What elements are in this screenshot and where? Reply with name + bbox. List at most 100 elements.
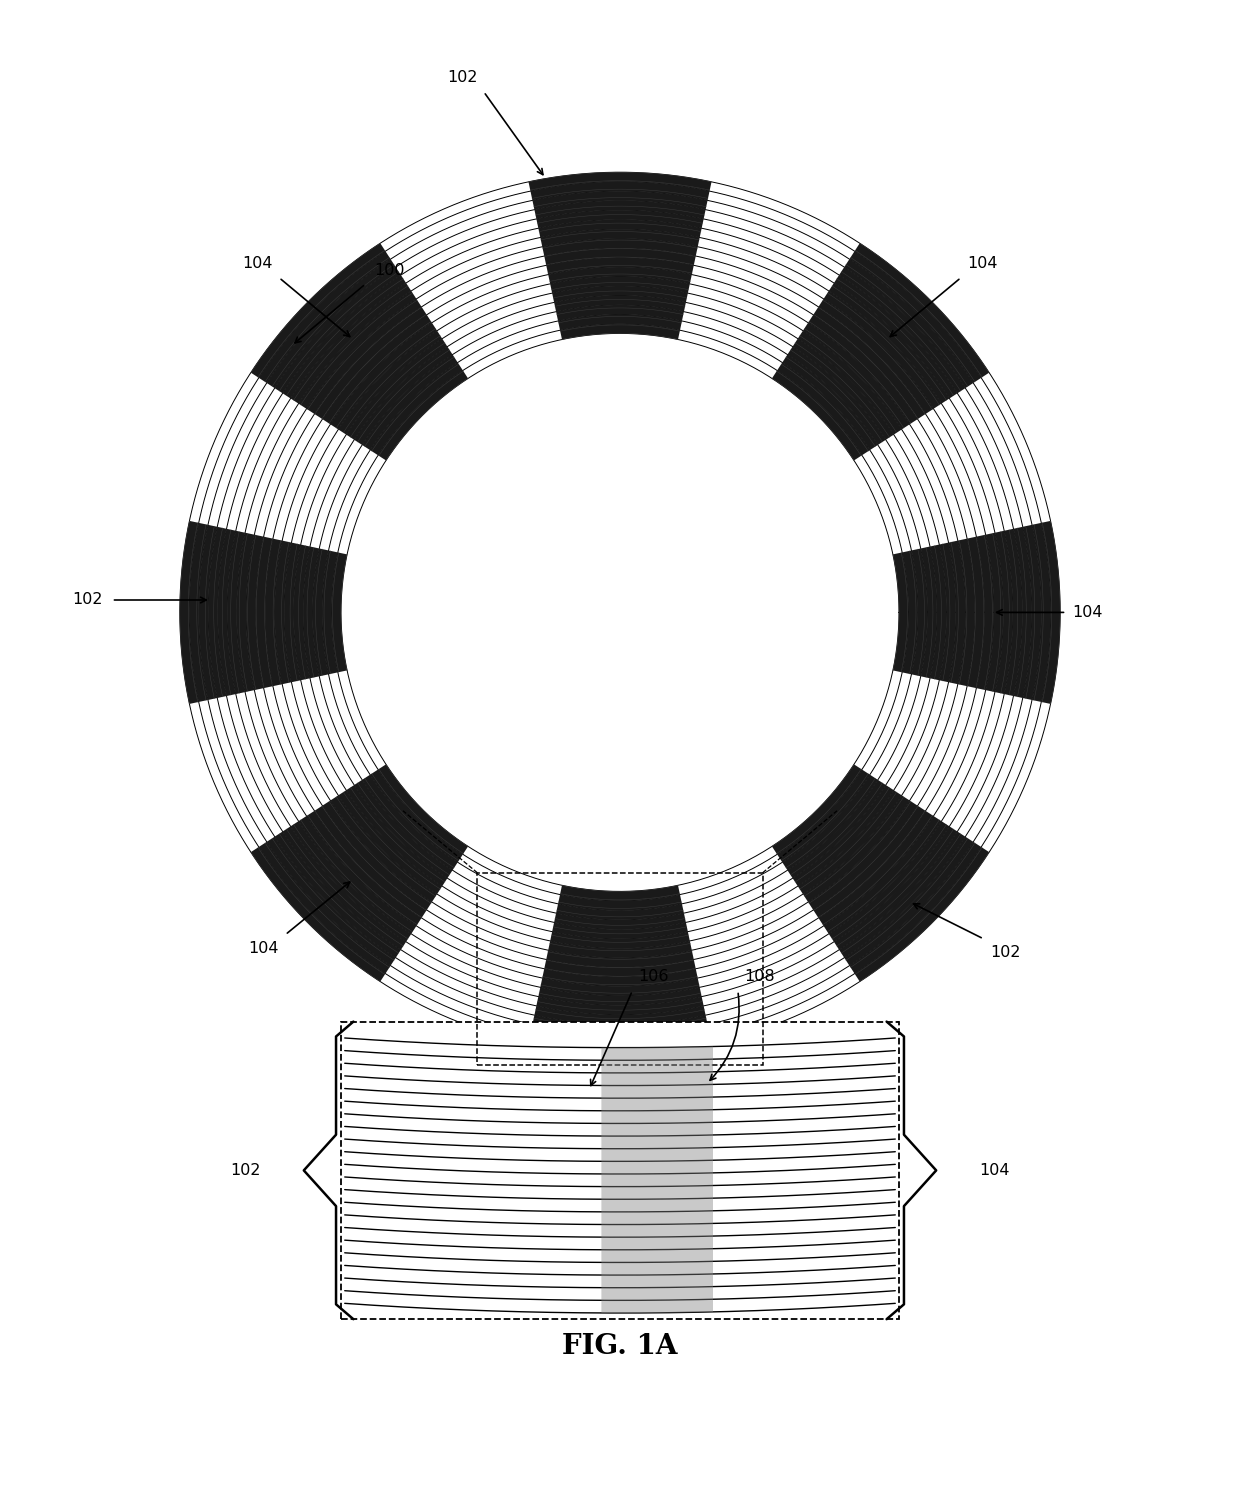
Polygon shape	[823, 815, 941, 933]
Polygon shape	[792, 338, 894, 439]
Polygon shape	[552, 923, 688, 939]
Polygon shape	[259, 841, 391, 974]
Polygon shape	[299, 291, 417, 409]
Text: 104: 104	[1073, 606, 1104, 621]
Polygon shape	[259, 251, 391, 384]
Polygon shape	[601, 1160, 713, 1173]
Polygon shape	[362, 355, 458, 450]
Polygon shape	[818, 299, 934, 414]
Polygon shape	[601, 1136, 713, 1149]
Polygon shape	[534, 1006, 706, 1024]
Polygon shape	[601, 1185, 713, 1199]
Text: 104: 104	[980, 1163, 1011, 1178]
Polygon shape	[558, 894, 682, 911]
Polygon shape	[921, 547, 937, 678]
Polygon shape	[782, 355, 878, 450]
Polygon shape	[560, 885, 680, 901]
Polygon shape	[227, 530, 246, 695]
Polygon shape	[839, 267, 965, 393]
Polygon shape	[601, 1287, 713, 1300]
Polygon shape	[190, 522, 208, 702]
Polygon shape	[551, 276, 689, 293]
Polygon shape	[986, 533, 1003, 692]
Polygon shape	[551, 932, 689, 948]
Text: 102: 102	[990, 945, 1021, 960]
Polygon shape	[306, 299, 422, 414]
Polygon shape	[267, 837, 396, 966]
Polygon shape	[312, 548, 329, 676]
Polygon shape	[531, 1024, 709, 1043]
Polygon shape	[818, 811, 934, 926]
Polygon shape	[355, 779, 453, 879]
Polygon shape	[548, 267, 692, 284]
Polygon shape	[854, 847, 990, 982]
Polygon shape	[180, 521, 198, 704]
Polygon shape	[547, 950, 693, 968]
Polygon shape	[1004, 528, 1022, 696]
Polygon shape	[844, 837, 973, 966]
Polygon shape	[939, 542, 956, 683]
Polygon shape	[782, 775, 878, 870]
Polygon shape	[556, 904, 684, 920]
Polygon shape	[554, 296, 686, 311]
Polygon shape	[237, 533, 254, 692]
Polygon shape	[346, 785, 448, 886]
Polygon shape	[532, 192, 708, 210]
Polygon shape	[542, 969, 698, 986]
Polygon shape	[250, 243, 386, 378]
Polygon shape	[362, 775, 458, 870]
Polygon shape	[893, 553, 909, 672]
Polygon shape	[339, 331, 443, 435]
Polygon shape	[601, 1223, 713, 1237]
Text: 100: 100	[374, 263, 405, 278]
Text: 106: 106	[639, 969, 670, 985]
Polygon shape	[330, 796, 436, 901]
Polygon shape	[601, 1110, 713, 1123]
Polygon shape	[601, 1249, 713, 1262]
Polygon shape	[903, 551, 918, 675]
Polygon shape	[538, 219, 702, 237]
Polygon shape	[537, 210, 703, 228]
Polygon shape	[534, 201, 706, 219]
Polygon shape	[548, 941, 692, 957]
Polygon shape	[370, 362, 463, 456]
Polygon shape	[542, 239, 698, 257]
Text: 102: 102	[72, 592, 103, 607]
Polygon shape	[601, 1148, 713, 1161]
Polygon shape	[541, 230, 699, 246]
Polygon shape	[315, 307, 427, 420]
Polygon shape	[208, 527, 227, 698]
Polygon shape	[558, 314, 682, 331]
Polygon shape	[773, 370, 862, 461]
Polygon shape	[787, 779, 885, 879]
Polygon shape	[601, 1261, 713, 1274]
Polygon shape	[813, 806, 925, 918]
Polygon shape	[274, 541, 291, 684]
Polygon shape	[849, 841, 981, 974]
Text: 104: 104	[242, 257, 273, 272]
Polygon shape	[844, 260, 973, 388]
Polygon shape	[544, 248, 696, 266]
Polygon shape	[306, 811, 422, 926]
Polygon shape	[835, 826, 957, 950]
Polygon shape	[346, 338, 448, 439]
Polygon shape	[255, 536, 273, 689]
Polygon shape	[854, 243, 990, 378]
Polygon shape	[554, 914, 686, 929]
Polygon shape	[331, 553, 347, 672]
Polygon shape	[804, 323, 910, 429]
Polygon shape	[275, 267, 401, 393]
Polygon shape	[994, 530, 1013, 695]
Polygon shape	[949, 541, 966, 684]
Polygon shape	[828, 821, 950, 942]
Polygon shape	[531, 181, 709, 201]
Polygon shape	[787, 347, 885, 445]
Polygon shape	[601, 1299, 713, 1314]
Text: 102: 102	[229, 1163, 260, 1178]
Polygon shape	[265, 539, 283, 686]
Polygon shape	[198, 525, 217, 701]
Polygon shape	[808, 800, 918, 911]
Polygon shape	[275, 832, 401, 957]
Polygon shape	[552, 285, 688, 302]
Polygon shape	[911, 548, 928, 676]
